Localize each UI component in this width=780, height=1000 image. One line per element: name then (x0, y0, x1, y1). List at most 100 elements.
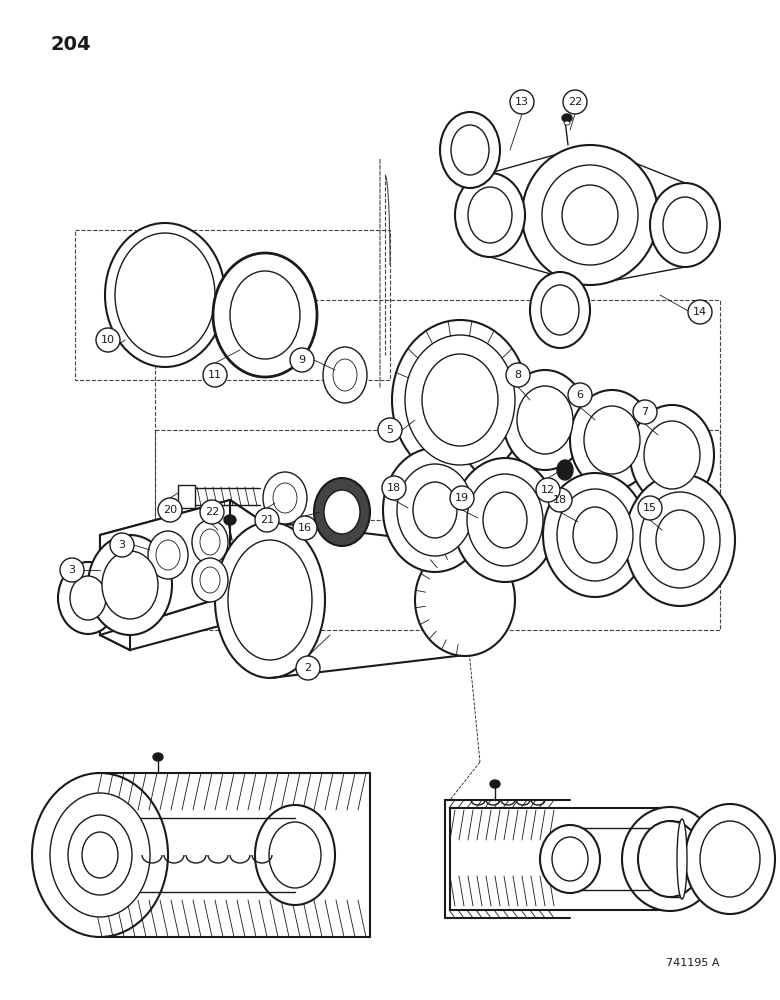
Ellipse shape (405, 335, 515, 465)
Polygon shape (230, 500, 260, 615)
Text: 6: 6 (576, 390, 583, 400)
Text: 3: 3 (119, 540, 126, 550)
Ellipse shape (543, 473, 647, 597)
Ellipse shape (153, 753, 163, 761)
Ellipse shape (156, 540, 180, 570)
Ellipse shape (562, 185, 618, 245)
Text: 18: 18 (387, 483, 401, 493)
Polygon shape (100, 500, 230, 635)
Ellipse shape (269, 822, 321, 888)
Ellipse shape (224, 515, 236, 525)
Circle shape (296, 656, 320, 680)
Ellipse shape (70, 576, 106, 620)
Ellipse shape (273, 483, 297, 513)
Ellipse shape (564, 121, 570, 125)
Text: 21: 21 (260, 515, 274, 525)
Ellipse shape (468, 187, 512, 243)
Ellipse shape (562, 114, 572, 122)
Ellipse shape (115, 233, 215, 357)
Ellipse shape (383, 448, 487, 572)
Circle shape (290, 348, 314, 372)
Text: 18: 18 (553, 495, 567, 505)
Ellipse shape (663, 197, 707, 253)
Polygon shape (100, 535, 130, 650)
Text: 10: 10 (101, 335, 115, 345)
Ellipse shape (490, 780, 500, 788)
Ellipse shape (148, 531, 188, 579)
Circle shape (255, 508, 279, 532)
Ellipse shape (638, 821, 702, 897)
Polygon shape (100, 500, 260, 555)
Text: 14: 14 (693, 307, 707, 317)
Ellipse shape (215, 522, 325, 678)
Text: 20: 20 (163, 505, 177, 515)
Circle shape (510, 90, 534, 114)
Circle shape (378, 418, 402, 442)
Circle shape (96, 328, 120, 352)
Ellipse shape (685, 804, 775, 914)
Text: 2: 2 (304, 663, 311, 673)
Ellipse shape (503, 370, 587, 470)
Ellipse shape (324, 490, 360, 534)
Ellipse shape (552, 837, 588, 881)
Ellipse shape (483, 492, 527, 548)
Ellipse shape (700, 821, 760, 897)
Circle shape (688, 300, 712, 324)
Ellipse shape (415, 544, 515, 656)
Ellipse shape (392, 320, 528, 480)
Ellipse shape (105, 223, 225, 367)
Ellipse shape (192, 520, 228, 564)
Ellipse shape (50, 793, 150, 917)
Ellipse shape (397, 464, 473, 556)
Text: 11: 11 (208, 370, 222, 380)
Ellipse shape (541, 285, 579, 335)
Ellipse shape (230, 271, 300, 359)
Ellipse shape (413, 482, 457, 538)
Circle shape (200, 500, 224, 524)
Ellipse shape (522, 145, 658, 285)
Ellipse shape (451, 125, 489, 175)
Circle shape (563, 90, 587, 114)
Ellipse shape (517, 386, 573, 454)
Text: 5: 5 (387, 425, 393, 435)
Ellipse shape (573, 507, 617, 563)
Ellipse shape (32, 773, 168, 937)
Ellipse shape (584, 406, 640, 474)
Ellipse shape (557, 460, 573, 480)
Circle shape (110, 533, 134, 557)
Text: 7: 7 (641, 407, 648, 417)
Ellipse shape (213, 253, 317, 377)
Ellipse shape (640, 492, 720, 588)
Text: 9: 9 (299, 355, 306, 365)
Circle shape (203, 363, 227, 387)
Ellipse shape (58, 562, 118, 634)
Circle shape (158, 498, 182, 522)
Ellipse shape (530, 272, 590, 348)
Ellipse shape (323, 347, 367, 403)
Ellipse shape (200, 529, 220, 555)
Circle shape (633, 400, 657, 424)
Circle shape (450, 486, 474, 510)
Text: 16: 16 (298, 523, 312, 533)
Ellipse shape (192, 558, 228, 602)
Ellipse shape (542, 165, 638, 265)
Circle shape (536, 478, 560, 502)
Text: 204: 204 (50, 35, 90, 54)
Ellipse shape (630, 405, 714, 505)
Ellipse shape (230, 271, 300, 359)
Text: 741195 A: 741195 A (666, 958, 720, 968)
Ellipse shape (622, 807, 718, 911)
Ellipse shape (255, 805, 335, 905)
Ellipse shape (422, 354, 498, 446)
Text: 3: 3 (69, 565, 76, 575)
Circle shape (293, 516, 317, 540)
Text: 12: 12 (541, 485, 555, 495)
Ellipse shape (314, 478, 370, 546)
Circle shape (60, 558, 84, 582)
Text: 22: 22 (205, 507, 219, 517)
Ellipse shape (625, 474, 735, 606)
Ellipse shape (467, 474, 543, 566)
Text: 15: 15 (643, 503, 657, 513)
Text: 8: 8 (515, 370, 522, 380)
Text: 13: 13 (515, 97, 529, 107)
